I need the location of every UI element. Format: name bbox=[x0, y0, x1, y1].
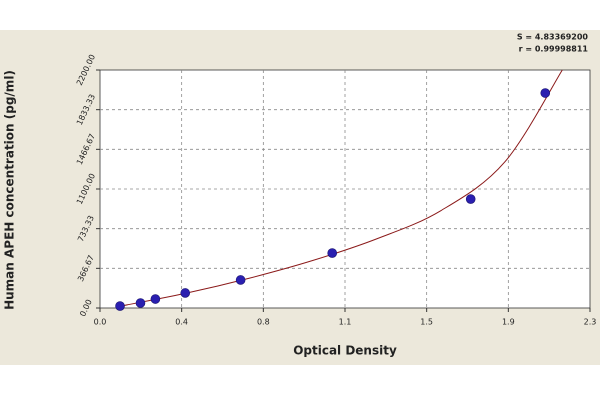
y-axis-title: Human APEH concentration (pg/ml) bbox=[3, 70, 17, 310]
x-tick-label: 0.0 bbox=[94, 318, 107, 327]
data-point bbox=[465, 194, 476, 204]
data-point bbox=[327, 248, 338, 258]
data-point bbox=[235, 275, 246, 285]
x-tick-label: 1.1 bbox=[339, 318, 352, 327]
x-tick-label: 1.9 bbox=[502, 318, 515, 327]
x-axis-title: Optical Density bbox=[293, 344, 397, 358]
x-tick-label: 1.5 bbox=[420, 318, 433, 327]
fit-curve bbox=[119, 69, 563, 307]
data-point bbox=[180, 288, 191, 298]
data-point bbox=[135, 298, 146, 308]
annotation: S = 4.83369200 bbox=[517, 33, 589, 42]
data-point bbox=[115, 301, 125, 311]
x-tick-label: 0.8 bbox=[257, 318, 270, 327]
x-tick-label: 0.4 bbox=[175, 318, 188, 327]
data-point bbox=[150, 294, 161, 304]
annotation: r = 0.99998811 bbox=[519, 45, 589, 54]
data-point bbox=[540, 88, 551, 98]
x-tick-label: 2.3 bbox=[584, 318, 597, 327]
